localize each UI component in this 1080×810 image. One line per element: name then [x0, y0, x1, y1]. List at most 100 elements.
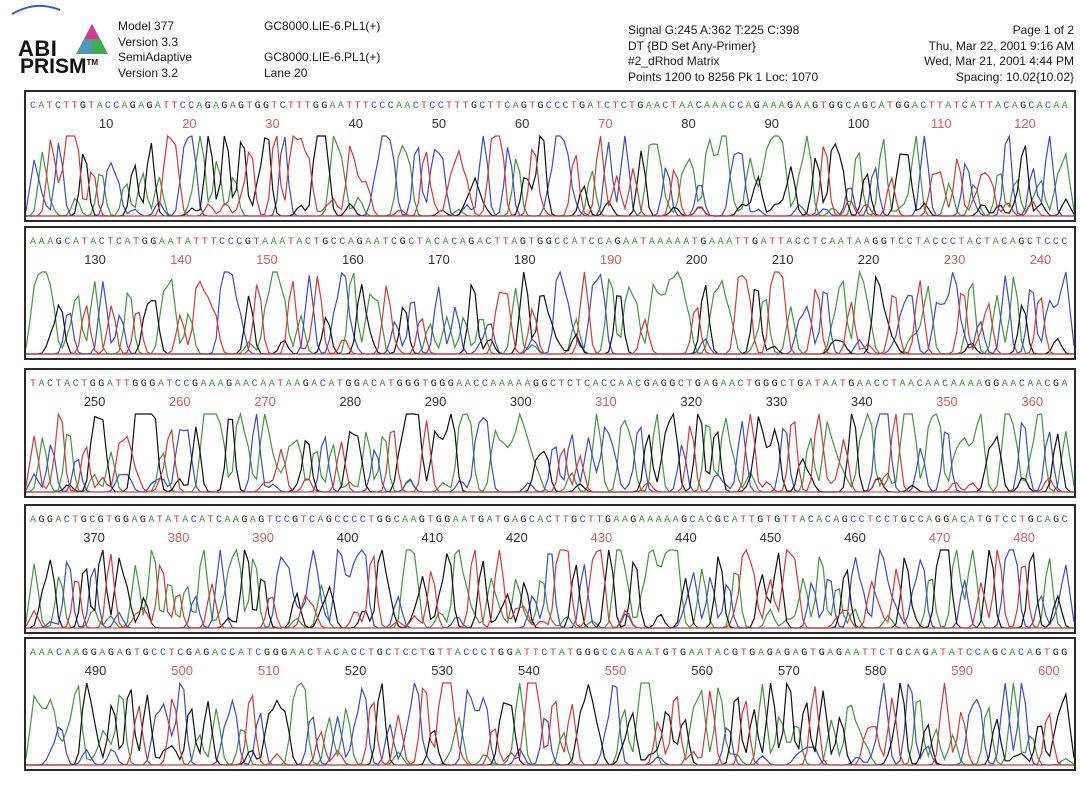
base-call: T	[867, 515, 873, 526]
base-call: C	[216, 515, 222, 526]
position-number: 540	[518, 663, 540, 678]
base-call: A	[855, 237, 861, 248]
base-call: C	[371, 379, 377, 390]
base-call: C	[1036, 515, 1042, 526]
base-call: C	[47, 379, 53, 390]
base-call: A	[829, 237, 835, 248]
base-call: T	[72, 515, 78, 526]
base-call: A	[201, 379, 207, 390]
base-call: T	[494, 237, 500, 248]
base-call: A	[623, 237, 629, 248]
base-call: G	[143, 648, 149, 659]
position-number: 600	[1038, 663, 1060, 678]
base-call: G	[812, 101, 818, 112]
base-call: A	[622, 515, 628, 526]
base-call: A	[507, 379, 513, 390]
base-call: T	[496, 101, 502, 112]
base-call: A	[461, 515, 467, 526]
base-call: G	[605, 515, 611, 526]
base-call: C	[219, 237, 225, 248]
base-call: A	[687, 101, 693, 112]
base-call: G	[400, 237, 406, 248]
page-number: Page 1 of 2	[1012, 23, 1074, 37]
base-call: T	[1019, 515, 1025, 526]
base-call: A	[1009, 648, 1015, 659]
base-call: C	[589, 237, 595, 248]
position-number: 60	[515, 116, 529, 131]
base-call: A	[712, 101, 718, 112]
base-call: C	[845, 101, 851, 112]
base-call: G	[546, 237, 552, 248]
base-call: T	[588, 515, 594, 526]
position-number: 110	[931, 116, 952, 131]
base-call: C	[563, 101, 569, 112]
base-call: G	[712, 379, 718, 390]
position-number: 20	[182, 116, 196, 131]
base-call: C	[280, 101, 286, 112]
base-call: G	[419, 515, 425, 526]
position-number: 590	[951, 663, 973, 678]
base-call: A	[993, 237, 999, 248]
base-call: A	[900, 379, 906, 390]
base-call: T	[563, 515, 569, 526]
base-call: A	[995, 101, 1001, 112]
base-call: A	[465, 379, 471, 390]
base-call: A	[732, 515, 738, 526]
base-call: G	[1053, 379, 1059, 390]
base-call: A	[425, 237, 431, 248]
base-call: A	[673, 515, 679, 526]
base-call: G	[303, 379, 309, 390]
base-call: T	[692, 237, 698, 248]
base-call: A	[487, 515, 493, 526]
base-call: C	[883, 379, 889, 390]
base-call: C	[334, 515, 340, 526]
base-call: T	[766, 515, 772, 526]
base-call: A	[689, 648, 695, 659]
base-call: A	[537, 515, 543, 526]
base-call: A	[65, 648, 71, 659]
base-call: C	[909, 515, 915, 526]
base-call: A	[854, 101, 860, 112]
base-call: T	[576, 379, 582, 390]
base-call: G	[585, 648, 591, 659]
position-number: 380	[168, 530, 190, 545]
base-call: T	[277, 379, 283, 390]
base-call: G	[221, 101, 227, 112]
base-call: C	[320, 379, 326, 390]
base-call: C	[463, 648, 469, 659]
base-call: A	[516, 379, 522, 390]
logo-abi-text: ABI	[18, 36, 58, 61]
base-call: A	[374, 237, 380, 248]
base-call: G	[241, 515, 247, 526]
base-call: A	[925, 379, 931, 390]
base-call: A	[30, 237, 36, 248]
base-call: C	[408, 237, 414, 248]
base-call: A	[209, 379, 215, 390]
base-call: G	[429, 648, 435, 659]
base-call: G	[1053, 648, 1059, 659]
base-call: T	[977, 515, 983, 526]
base-call: T	[368, 648, 374, 659]
base-call: G	[273, 648, 279, 659]
base-call: G	[431, 379, 437, 390]
base-call: T	[337, 379, 343, 390]
base-call: A	[831, 379, 837, 390]
report-header: ABI PRISMTM Model 377 Version 3.3 SemiAd…	[0, 0, 1080, 90]
base-call: G	[263, 101, 269, 112]
date-info: Page 1 of 2 Thu, Mar 22, 2001 9:16 AM We…	[924, 23, 1074, 85]
base-call: A	[199, 515, 205, 526]
base-call: A	[652, 379, 658, 390]
base-call: T	[72, 101, 78, 112]
trace-line-C	[26, 270, 1074, 355]
position-number: 370	[83, 530, 105, 545]
base-call: A	[793, 648, 799, 659]
base-call: A	[771, 101, 777, 112]
base-call: A	[926, 515, 932, 526]
base-call: G	[123, 515, 129, 526]
base-call: T	[686, 379, 692, 390]
base-call: C	[905, 648, 911, 659]
base-call: C	[228, 237, 234, 248]
base-call: A	[1002, 379, 1008, 390]
base-call: T	[388, 379, 394, 390]
